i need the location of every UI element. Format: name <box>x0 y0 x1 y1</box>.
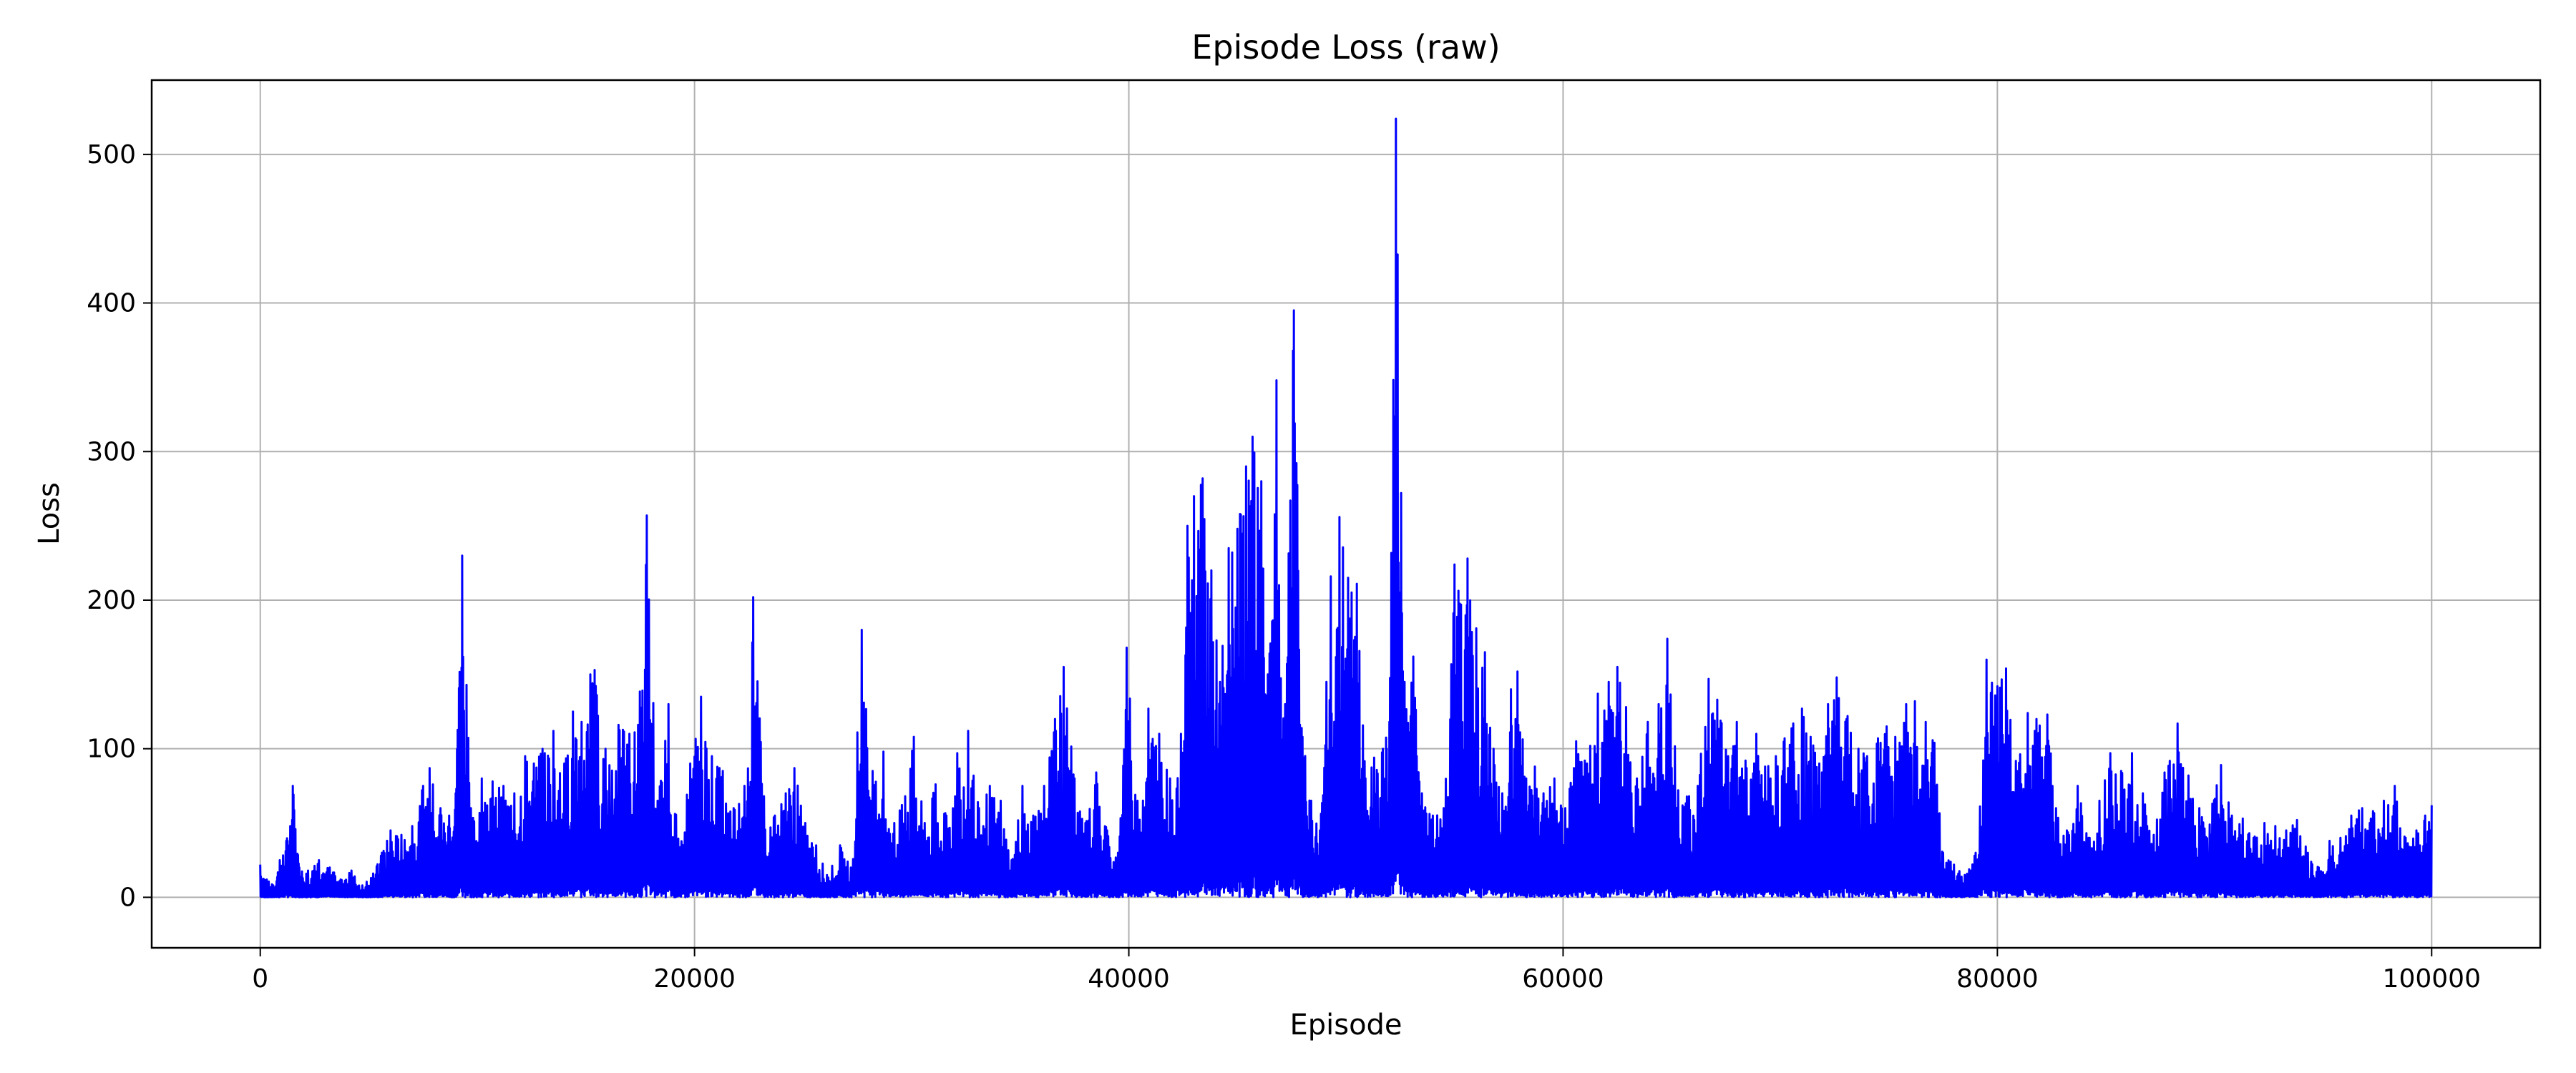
x-tick-label: 100000 <box>2383 964 2481 994</box>
x-tick-label: 60000 <box>1522 964 1604 994</box>
y-tick-label: 300 <box>87 437 136 466</box>
y-tick-label: 0 <box>119 883 136 912</box>
x-axis-label: Episode <box>1289 1009 1402 1042</box>
x-tick-label: 80000 <box>1956 964 2039 994</box>
line-layer <box>259 117 2433 898</box>
x-tick-label: 40000 <box>1088 964 1170 994</box>
loss-series-line <box>259 117 2433 898</box>
grid-layer <box>152 80 2540 948</box>
y-tick-label: 400 <box>87 289 136 318</box>
y-axis-label: Loss <box>33 482 66 545</box>
y-tick-label: 200 <box>87 586 136 615</box>
tick-layer: 0 20000 40000 60000 80000 100000 0 100 200 300 400… <box>87 140 2481 994</box>
plot-frame <box>150 79 2542 949</box>
y-tick-label: 500 <box>87 140 136 170</box>
x-tick-label: 0 <box>252 964 268 994</box>
chart-title: Episode Loss (raw) <box>1191 28 1500 67</box>
y-tick-label: 100 <box>87 735 136 764</box>
x-tick-label: 20000 <box>653 964 736 994</box>
